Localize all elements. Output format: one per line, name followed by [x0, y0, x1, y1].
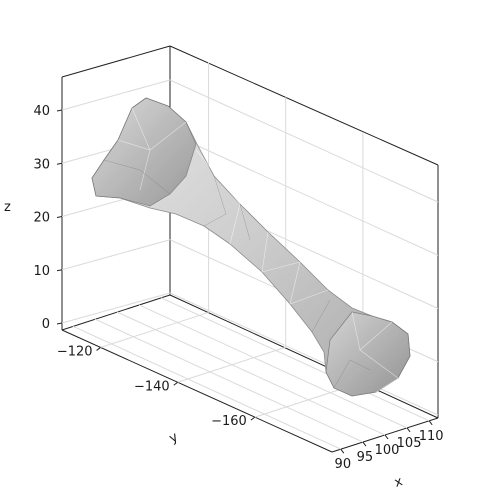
z-tick-label-40: 40 [33, 104, 50, 119]
x-tick-95 [362, 441, 367, 447]
bone-mesh-surface [91, 97, 411, 397]
z-grid-left-10 [61, 239, 171, 271]
x-grid-floor-95 [94, 318, 364, 443]
y-grid-floor--120 [100, 311, 209, 348]
z-tick-20 [56, 216, 63, 218]
z-grid-back-0 [169, 292, 439, 416]
mesh-facet-shadows [103, 159, 371, 389]
x-tick-label-110: 110 [419, 429, 444, 444]
z-tick-label-0: 0 [42, 317, 50, 332]
x-tick-90 [340, 448, 345, 454]
y-tick-label--140: −140 [134, 379, 170, 394]
y-tick--140 [173, 381, 179, 386]
x-tick-label-95: 95 [357, 450, 374, 465]
z-tick-label-10: 10 [33, 264, 50, 279]
y-tick-label--160: −160 [211, 414, 247, 429]
box-edge-floor-left [61, 294, 171, 331]
z-tick-label-30: 30 [33, 157, 50, 172]
box-edge-floor-front [61, 329, 333, 453]
x-tick-100 [384, 434, 389, 440]
x-grid-floor-105 [138, 304, 408, 429]
box-edge-back-top [169, 45, 439, 166]
z-tick-30 [56, 162, 63, 165]
z-grid-back-30 [169, 132, 439, 256]
y-axis-title: y [167, 430, 181, 447]
box-edge-left-top [61, 45, 171, 78]
x-grid-floor-100 [116, 311, 386, 436]
z-tick-0 [56, 322, 63, 325]
y-tick-label--120: −120 [57, 344, 93, 359]
x-tick-label-100: 100 [375, 443, 400, 458]
x-axis-title: x [393, 474, 405, 491]
z-tick-10 [56, 269, 63, 272]
z-grid-back-40 [169, 79, 439, 203]
y-tick--120 [96, 347, 101, 351]
x-tick-label-90: 90 [335, 457, 352, 472]
x-tick-110 [428, 420, 433, 426]
x-tick-105 [406, 427, 411, 433]
z-grid-left-0 [61, 292, 171, 324]
axes-box [61, 45, 439, 453]
x-tick-label-105: 105 [397, 436, 422, 451]
box-edge-back-bottom [169, 294, 439, 419]
bone-proximal-head [91, 97, 197, 207]
x-grid-floor-90 [72, 325, 342, 450]
z-axis-title: z [4, 200, 11, 215]
x-grid-floor-110 [160, 297, 430, 422]
z-grid-left-40 [61, 79, 171, 111]
bone-distal-head [325, 311, 411, 397]
z-tick-label-20: 20 [33, 211, 50, 226]
y-tick--160 [250, 416, 256, 421]
z-tick-40 [56, 109, 63, 112]
